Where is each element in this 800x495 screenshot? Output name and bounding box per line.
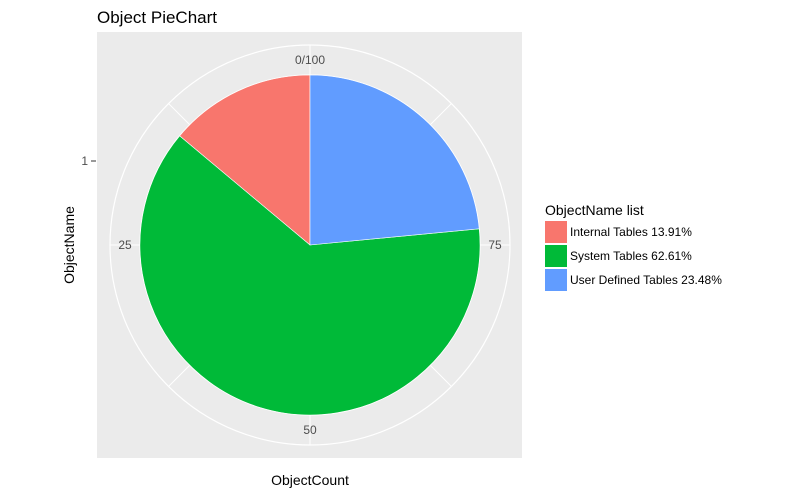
legend-label-2: System Tables 62.61% xyxy=(570,249,692,263)
theta-tick-label-4: 75 xyxy=(488,238,502,252)
pie-slice-1 xyxy=(179,74,311,246)
y-tick-label: 1 xyxy=(81,154,88,168)
legend-key-1 xyxy=(545,221,567,243)
theta-tick-labels: 0/100 25 50 75 xyxy=(118,53,502,437)
chart-title: Object PieChart xyxy=(97,8,217,27)
theta-tick-label-1: 0/100 xyxy=(295,53,325,67)
x-axis-title: ObjectCount xyxy=(271,472,349,488)
legend-key-3 xyxy=(545,269,567,291)
legend: ObjectName list Internal Tables 13.91% Sy… xyxy=(545,202,722,291)
pie-slice-3 xyxy=(309,74,480,246)
y-axis-title: ObjectName xyxy=(61,206,77,284)
legend-label-3: User Defined Tables 23.48% xyxy=(570,273,722,287)
legend-key-2 xyxy=(545,245,567,267)
legend-label-1: Internal Tables 13.91% xyxy=(570,225,692,239)
pie-slice-2 xyxy=(139,135,481,416)
pie-slices xyxy=(139,74,481,416)
theta-tick-label-3: 50 xyxy=(303,423,317,437)
theta-tick-label-2: 25 xyxy=(118,238,132,252)
legend-title: ObjectName list xyxy=(545,202,644,218)
